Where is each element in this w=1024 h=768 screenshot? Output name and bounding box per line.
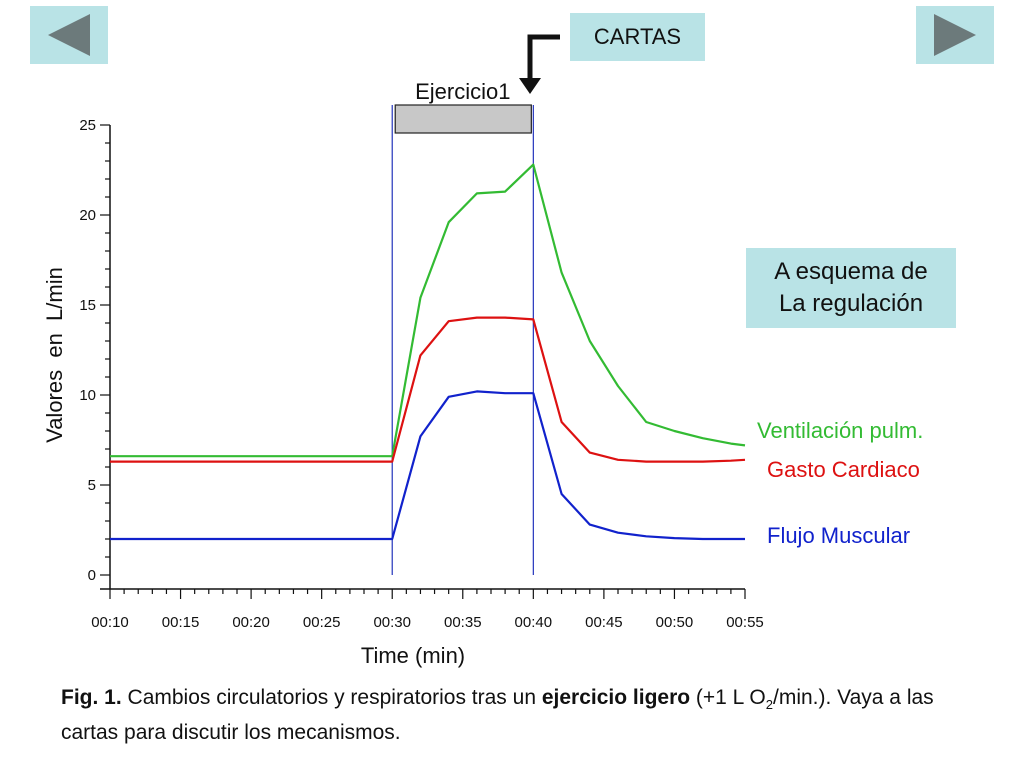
series-line-gasto-cardiaco [110,316,746,463]
x-tick-label: 00:45 [585,614,623,631]
x-tick-label: 00:25 [303,614,341,631]
previous-slide-button[interactable] [30,6,108,64]
caption-text-3: /min.). Vaya a las cartas para discutir … [61,686,934,745]
y-tick-label: 20 [79,207,96,224]
line-chart: Ejercicio1 0 5 10 15 20 25 00:10 00:15 00:20 00:2… [42,34,923,668]
esquema-label-line2: La regulación [778,290,924,317]
y-tick-label: 10 [79,387,96,404]
y-tick-label: 0 [88,567,96,584]
caption-fig-label: Fig. 1. [61,686,122,709]
y-tick-label: 25 [79,117,96,134]
cartas-arrow-head [519,78,541,94]
x-axis-label: Time (min) [361,643,465,668]
cartas-link-button[interactable]: CARTAS [570,13,705,61]
series-line-flujo-muscular [110,390,745,541]
x-tick-label: 00:15 [162,614,200,631]
triangle-left-icon [48,14,90,56]
x-tick-label: 00:30 [373,614,411,631]
triangle-right-icon [934,14,976,56]
y-tick-label: 5 [88,477,96,494]
next-slide-button[interactable] [916,6,994,64]
caption-bold-text: ejercicio ligero [541,686,691,709]
x-tick-label: 00:10 [91,614,129,631]
y-tick-label: 15 [79,297,96,314]
cartas-arrow-shaft [527,34,560,82]
caption-subscript: 2 [765,697,773,713]
caption-text-2: (+1 L O [690,686,766,709]
figure-caption: Fig. 1. Cambios circulatorios y respirat… [61,684,961,747]
x-tick-label: 00:40 [515,614,553,631]
caption-text-1: Cambios circulatorios y respiratorios tr… [121,686,542,709]
x-tick-label: 00:50 [656,614,694,631]
x-tick-label: 00:35 [444,614,482,631]
x-tick-label: 00:20 [232,614,270,631]
exercise-label: Ejercicio1 [415,79,510,104]
esquema-regulacion-link-button[interactable]: A esquema de La regulación [746,248,956,328]
series-label: Gasto Cardiaco [767,457,920,482]
x-tick-label: 00:55 [726,614,764,631]
exercise-bar [394,104,532,134]
series-line-ventilaci-n-pulm [110,163,746,458]
esquema-label-line1: A esquema de [774,258,928,285]
y-axis-label: Valores en L/min [42,267,67,443]
series-label: Flujo Muscular [767,523,910,548]
series-label: Ventilación pulm. [757,418,923,443]
